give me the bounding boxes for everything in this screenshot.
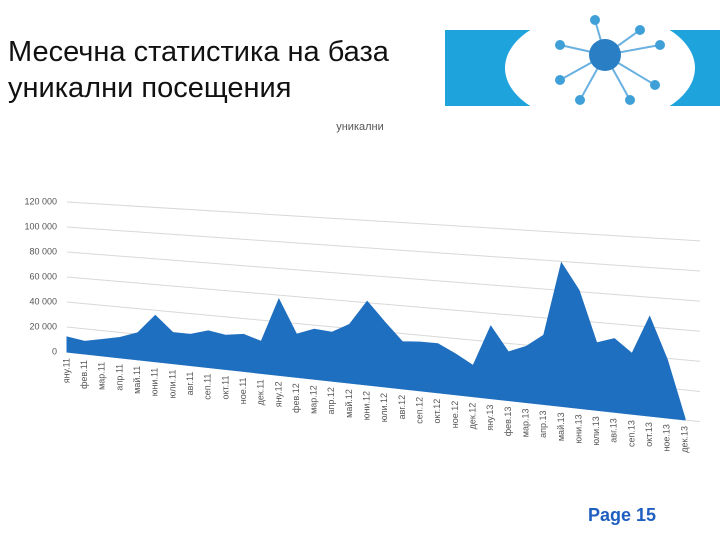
x-tick-label: авг.13	[609, 418, 619, 442]
x-tick-label: мар.12	[309, 385, 319, 414]
x-tick-label: юни.11	[150, 368, 160, 397]
x-tick-label: юли.11	[167, 370, 177, 399]
x-tick-label: ное.11	[238, 377, 248, 404]
slide-title: Месечна статистика на база уникални посе…	[8, 36, 389, 104]
x-tick-label: фев.13	[503, 407, 513, 437]
x-tick-label: дек.13	[679, 426, 689, 453]
y-tick-label: 100 000	[24, 221, 57, 231]
x-tick-label: окт.11	[220, 375, 230, 399]
x-tick-label: яну.13	[485, 405, 495, 431]
x-tick-label: ное.13	[662, 424, 672, 452]
grid-line	[66, 251, 701, 302]
y-tick-label: 20 000	[29, 321, 57, 331]
x-tick-label: окт.12	[432, 399, 442, 424]
title-box	[0, 30, 445, 106]
x-tick-label: сеп.13	[626, 420, 636, 447]
y-tick-label: 80 000	[29, 246, 57, 256]
x-tick-label: дек.11	[256, 379, 266, 405]
x-tick-label: яну.11	[61, 358, 71, 383]
x-tick-label: май.12	[344, 389, 354, 418]
x-tick-label: юли.13	[591, 416, 601, 445]
x-tick-label: сеп.12	[415, 397, 425, 424]
x-tick-label: фев.11	[79, 360, 89, 389]
x-tick-label: юни.13	[573, 414, 583, 443]
x-tick-label: апр.11	[114, 364, 124, 391]
grid-line	[66, 226, 701, 272]
x-tick-label: май.13	[556, 412, 566, 441]
y-tick-label: 60 000	[29, 271, 57, 281]
x-tick-label: яну.12	[273, 381, 283, 407]
x-tick-label: авг.11	[185, 372, 195, 396]
x-tick-label: ное.12	[450, 401, 460, 429]
legend-entry: уникални	[336, 121, 384, 133]
grid-line	[66, 201, 701, 242]
x-tick-label: авг.12	[397, 395, 407, 419]
x-tick-label: май.11	[132, 366, 142, 394]
x-tick-label: мар.11	[97, 362, 107, 390]
y-tick-label: 40 000	[29, 296, 57, 306]
x-tick-label: юли.12	[379, 393, 389, 422]
x-tick-label: апр.13	[538, 410, 548, 437]
area	[66, 261, 686, 421]
y-tick-label: 0	[52, 346, 57, 356]
page-number: Page 15	[588, 505, 657, 525]
x-tick-label: юни.12	[362, 391, 372, 420]
x-tick-label: фев.12	[291, 383, 301, 413]
x-tick-label: сеп.11	[203, 374, 213, 400]
grid-line	[66, 276, 701, 332]
x-tick-label: окт.13	[644, 422, 654, 447]
x-tick-label: дек.12	[467, 403, 477, 430]
x-tick-label: апр.12	[326, 387, 336, 414]
network-image	[505, 12, 695, 124]
y-tick-label: 120 000	[24, 196, 57, 206]
x-tick-label: мар.13	[520, 408, 530, 437]
